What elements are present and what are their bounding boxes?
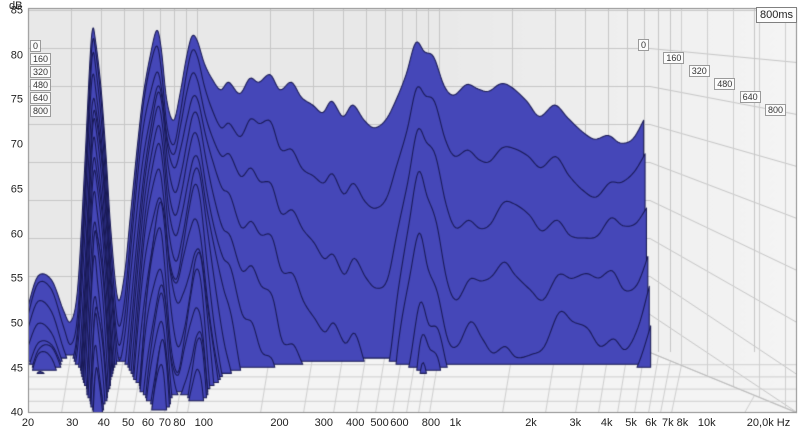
freq-tick-label: 10k: [697, 417, 716, 429]
db-tick-label: 80: [10, 49, 23, 62]
time-slice-label-right: 800: [765, 104, 787, 116]
db-tick-label: 45: [10, 362, 23, 375]
freq-tick-label: 4k: [600, 417, 613, 429]
db-tick-label: 60: [10, 228, 23, 241]
db-tick-label: 85: [10, 4, 23, 17]
freq-tick-label: 200: [270, 417, 289, 429]
time-slice-label-left: 160: [30, 53, 52, 65]
freq-tick-label: 1k: [449, 417, 462, 429]
freq-tick-label: 500: [370, 417, 389, 429]
freq-tick-label: 20: [21, 417, 35, 429]
db-tick-label: 50: [10, 317, 23, 330]
freq-tick-label: 3k: [569, 417, 582, 429]
time-slice-label-left: 800: [30, 105, 52, 117]
freq-tick-label: 5k: [625, 417, 637, 429]
db-tick-label: 70: [10, 138, 23, 151]
freq-tick-label: 800: [421, 417, 441, 429]
freq-tick-label: 300: [314, 417, 333, 429]
time-slice-label-right: 0: [638, 39, 650, 51]
freq-tick-label: 400: [346, 417, 365, 429]
freq-tick-label: 40: [97, 417, 110, 429]
freq-tick-label: 6k: [645, 417, 657, 429]
freq-tick-label: 2k: [525, 417, 537, 429]
time-slice-label-right: 320: [688, 65, 710, 77]
freq-tick-label: 60: [141, 417, 155, 429]
db-tick-label: 65: [10, 183, 23, 196]
freq-tick-label: 20,0k Hz: [746, 417, 791, 429]
freq-tick-label: 7k: [662, 417, 674, 429]
freq-tick-label: 30: [66, 417, 79, 429]
time-slice-label-left: 320: [30, 66, 52, 78]
time-slice-label-left: 640: [30, 92, 52, 104]
freq-tick-label: 600: [390, 417, 409, 429]
freq-tick-label: 50: [121, 417, 135, 429]
freq-tick-label: 70: [158, 417, 171, 429]
time-slice-label-right: 160: [663, 52, 685, 64]
db-tick-label: 55: [10, 272, 23, 285]
db-axis-unit-label: dB: [9, 0, 23, 12]
time-slice-label-left: 480: [30, 79, 52, 91]
time-slice-label-left: 0: [30, 40, 42, 52]
freq-tick-label: 100: [194, 417, 213, 429]
time-range-badge: 800ms: [755, 7, 797, 23]
time-slice-label-right: 480: [714, 78, 736, 90]
freq-tick-label: 80: [173, 417, 186, 429]
freq-tick-label: 8k: [676, 417, 689, 429]
db-tick-label: 75: [10, 93, 23, 106]
db-tick-label: 40: [10, 406, 23, 419]
time-slice-label-right: 640: [739, 91, 761, 103]
